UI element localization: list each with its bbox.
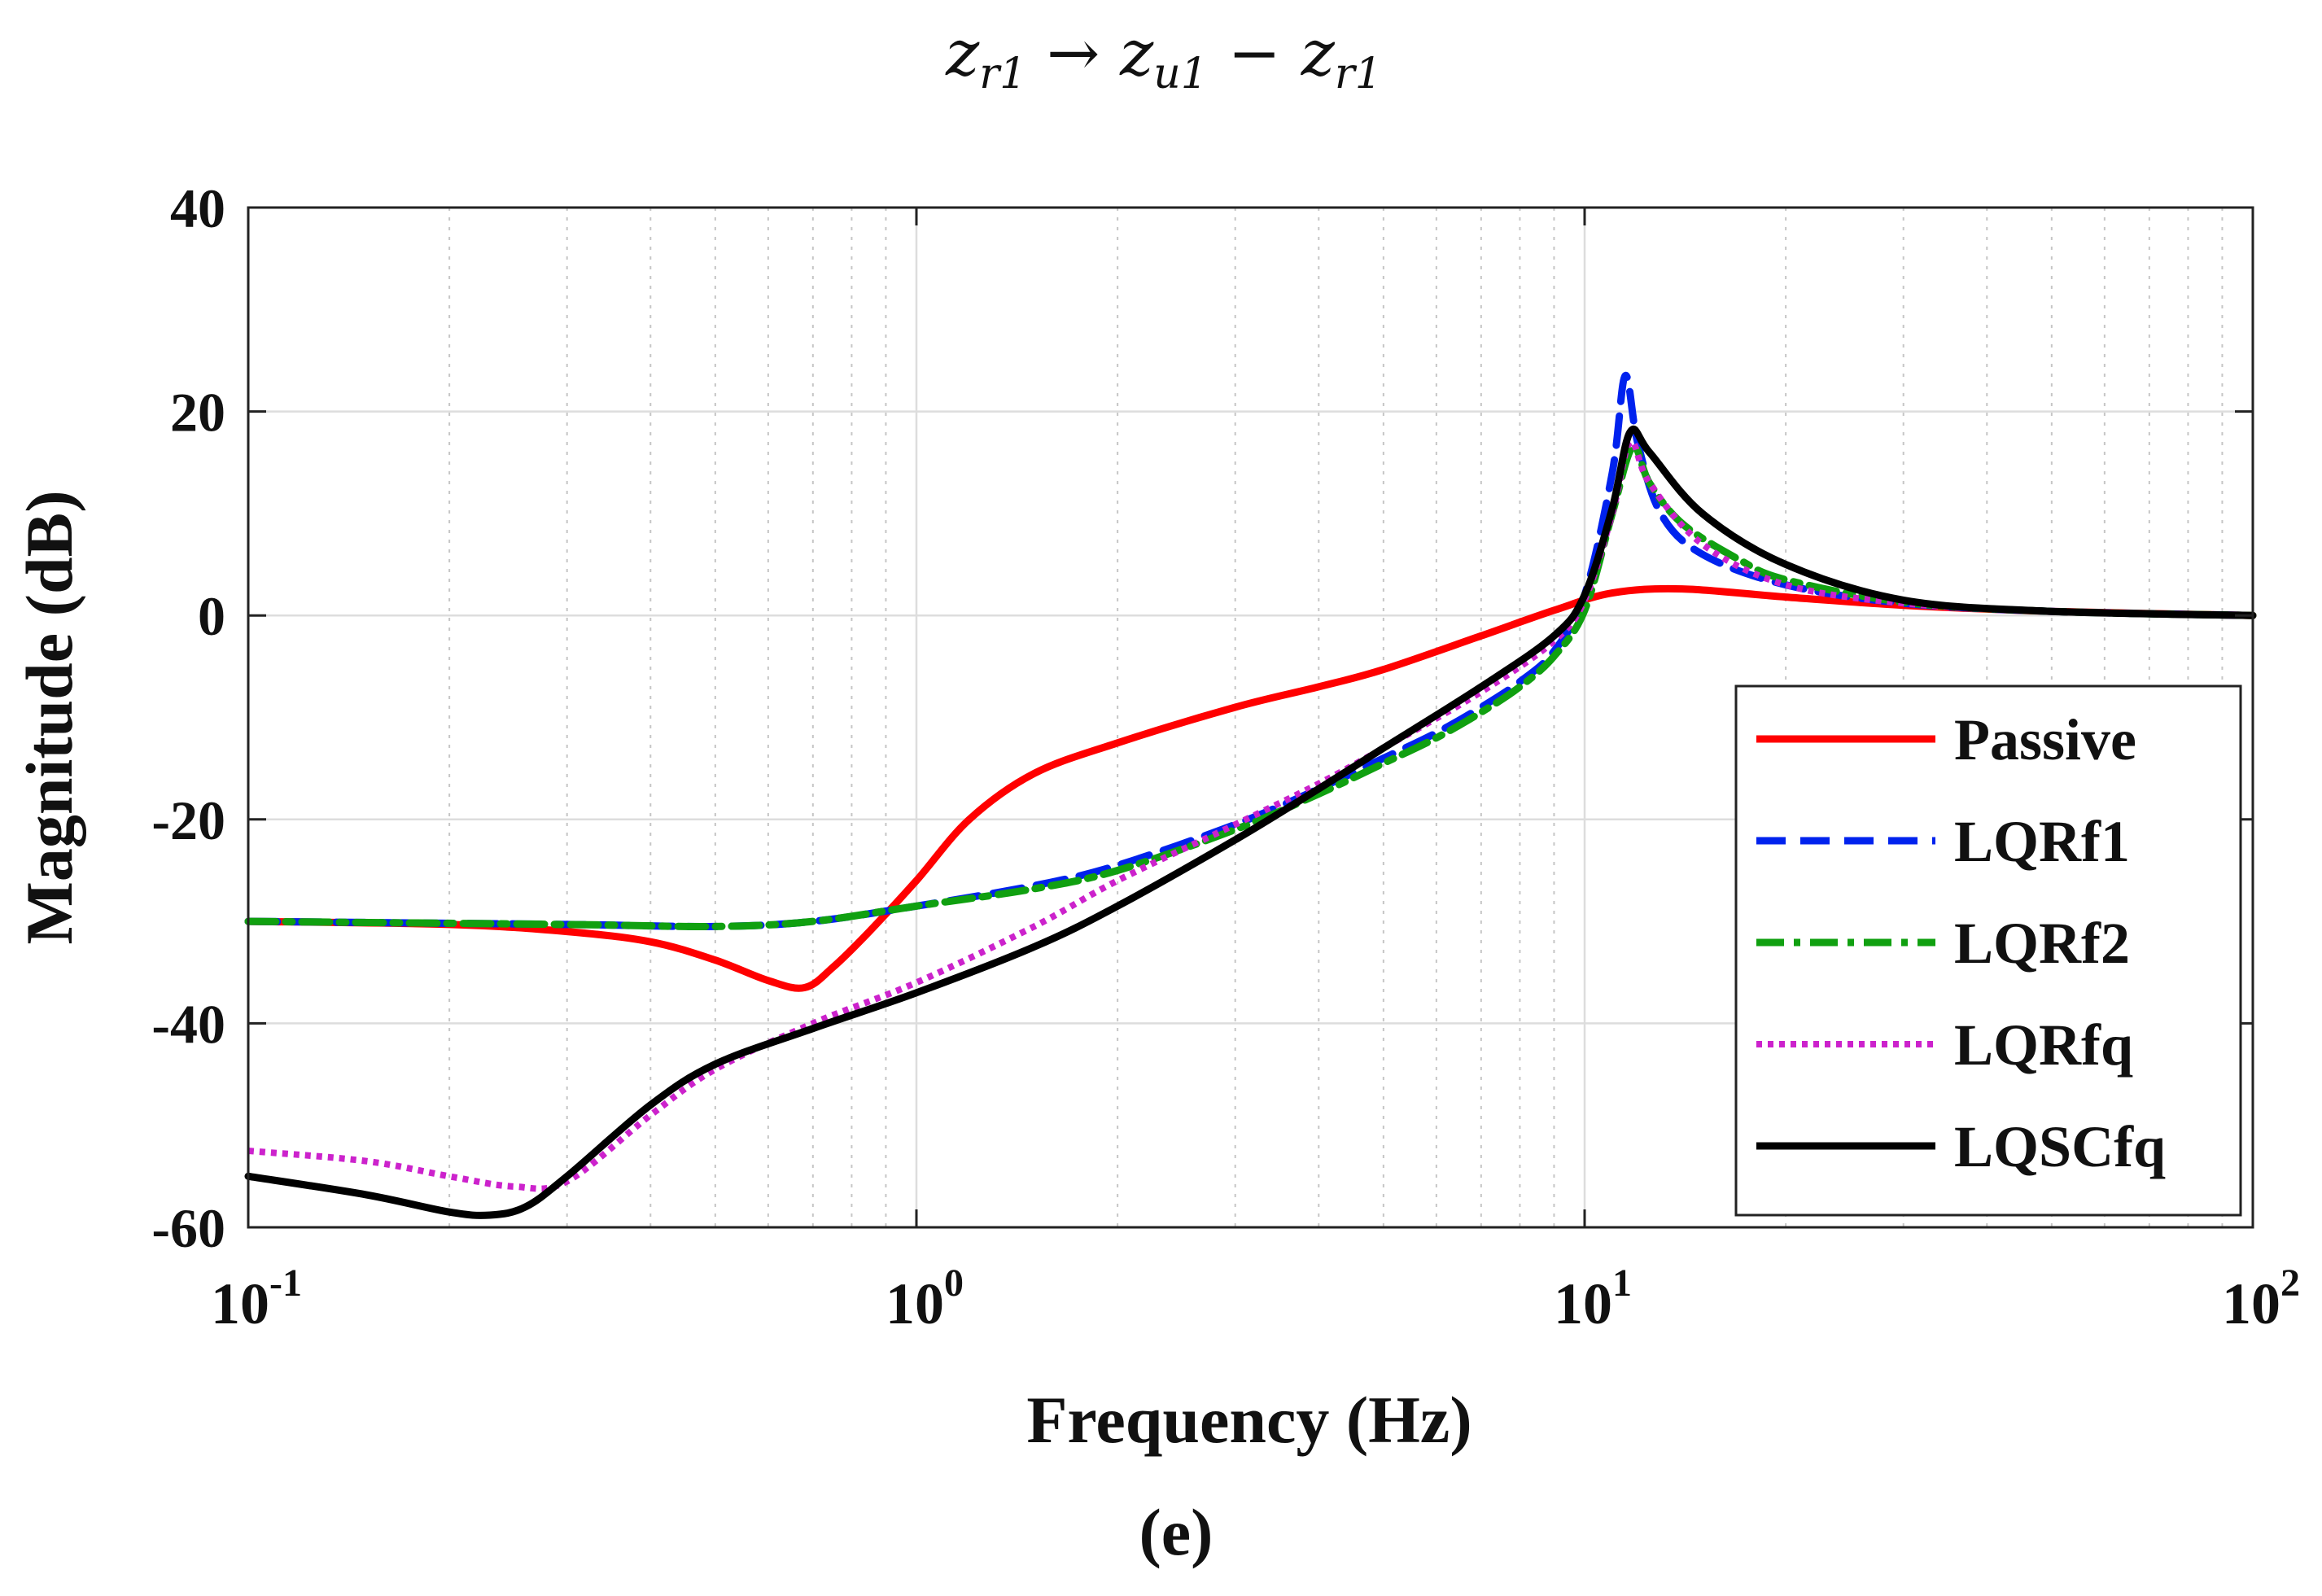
series-line-passive [244, 584, 2257, 992]
x-tick-label: 100 [886, 1261, 964, 1336]
legend-label-passive: Passive [1954, 707, 2136, 772]
y-axis-label: Magnitude (dB) [12, 490, 86, 944]
chart-title-text: zr1 → zu1 − zr1 [945, 17, 1382, 98]
series-line-lqrf2 [244, 443, 2257, 931]
series-line-lqrfq [247, 438, 2254, 1192]
chart-title: zr1 → zu1 − zr1 [945, 17, 1382, 98]
axis-labels: Frequency (Hz) Magnitude (dB) (e) [12, 490, 1472, 1569]
legend-box [1734, 684, 2242, 1217]
legend-label-lqrf2: LQRf2 [1954, 911, 2130, 976]
x-tick-label: 102 [2222, 1261, 2300, 1336]
subfigure-label: (e) [1139, 1495, 1213, 1569]
series-lines [244, 372, 2257, 1219]
x-axis-label: Frequency (Hz) [1026, 1383, 1471, 1457]
y-tick-label: 20 [170, 382, 225, 444]
plot-frame [247, 206, 2254, 1229]
y-tick-label: -40 [151, 993, 225, 1055]
x-tick-label: 101 [1554, 1261, 1632, 1336]
y-tick-label: 0 [198, 585, 225, 647]
y-tick-label: 40 [170, 177, 225, 239]
series-line-lqscfq [244, 425, 2257, 1219]
legend-label-lqrf1: LQRf1 [1954, 809, 2130, 874]
legend-label-lqrfq: LQRfq [1954, 1012, 2133, 1078]
series-line-lqrf1 [244, 372, 2257, 931]
legend-label-lqscfq: LQSCfq [1954, 1114, 2166, 1179]
legend: Passive LQRf1 LQRf2 LQRfq LQSCfq [1734, 684, 2242, 1217]
y-tick-label: -60 [151, 1197, 225, 1259]
x-tick-label: 10-1 [211, 1261, 302, 1336]
y-tick-label: -20 [151, 789, 225, 851]
